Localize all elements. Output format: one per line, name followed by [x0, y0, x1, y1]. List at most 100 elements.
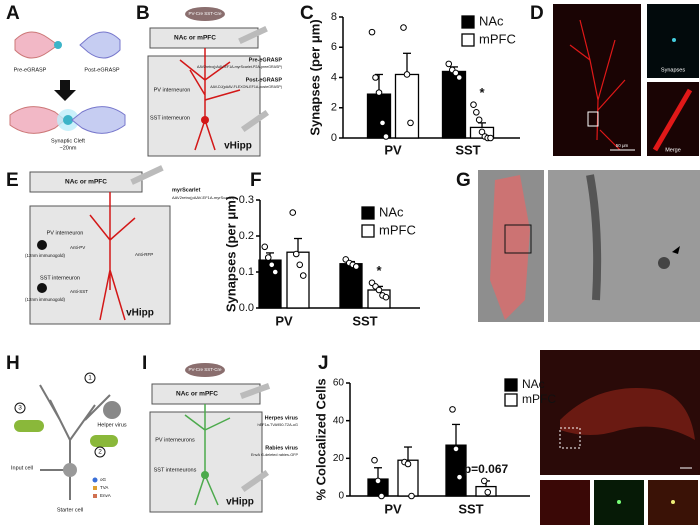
x-tick-label: SST [352, 313, 377, 328]
inset-box [504, 224, 532, 254]
label: PV interneurons [155, 437, 195, 443]
micrograph [548, 170, 700, 322]
label: Post-eGRASP [84, 67, 119, 73]
data-point [455, 74, 463, 81]
label: NAc or mPFC [174, 35, 216, 42]
y-tick-label: 0.3 [239, 194, 254, 206]
post-neuron [71, 106, 126, 134]
data-point [404, 460, 412, 468]
panel-label: H [6, 353, 20, 374]
data-point [292, 250, 300, 258]
y-tick-label: 0.0 [239, 302, 254, 314]
data-point [400, 24, 407, 31]
y-axis-label: Synapses (per μm) [307, 19, 322, 135]
label: Herpes virus [265, 415, 298, 421]
neuron [569, 19, 626, 151]
dendrite [652, 88, 693, 152]
label: Input cell [11, 465, 33, 471]
label: SST interneuron [150, 115, 190, 121]
inset-box [587, 111, 599, 127]
legend-swatch [461, 33, 475, 47]
label: SST interneuron [40, 275, 80, 281]
neuron [179, 48, 241, 151]
syringe [240, 109, 270, 133]
bar [339, 263, 363, 309]
data-point [371, 456, 378, 464]
label: Pre-eGRASP [14, 67, 47, 73]
label: 50 μm [616, 143, 629, 148]
panel-label: F [250, 170, 262, 191]
label: Anti-SST [70, 289, 88, 294]
data-point [352, 263, 360, 270]
label: (12nm immunogold) [25, 297, 66, 302]
x-tick-label: SST [455, 142, 480, 157]
y-tick-label: 0.1 [239, 266, 254, 278]
annotation: * [376, 263, 382, 278]
data-point [378, 492, 385, 500]
label: ~20nm [60, 145, 77, 151]
legend-label: mPFC [479, 31, 516, 46]
label: SST interneurons [154, 467, 197, 473]
neuron [184, 404, 231, 506]
cell [671, 500, 675, 504]
inset-box [559, 427, 581, 449]
neuron [89, 192, 136, 321]
data-point [449, 406, 456, 413]
legend-swatch [361, 224, 375, 238]
label: PV interneuron [154, 87, 191, 93]
soma [201, 471, 209, 479]
data-point [379, 119, 386, 127]
label: Synapses [661, 67, 685, 73]
y-tick-label: 8 [331, 11, 337, 23]
label: TVA [100, 485, 108, 490]
step [84, 372, 96, 384]
data-point [403, 71, 411, 78]
data-point [475, 116, 483, 124]
y-tick-label: 60 [333, 378, 345, 389]
structure [586, 174, 602, 301]
y-tick-label: 6 [331, 41, 337, 53]
mouse [185, 7, 225, 21]
data-point [264, 254, 272, 261]
legend-swatch [504, 393, 518, 407]
data-point [368, 28, 376, 36]
label: NAc or mPFC [65, 179, 107, 186]
y-tick-label: 4 [331, 71, 337, 83]
annotation: * [479, 85, 485, 100]
og-icon [92, 477, 98, 483]
x-tick-label: PV [275, 313, 293, 328]
label: Pre-eGRASP [249, 57, 283, 63]
box [29, 205, 171, 325]
label: PV interneuron [47, 230, 84, 236]
soma [201, 116, 209, 124]
y-tick-label: 40 [333, 415, 345, 426]
y-axis-label: Synapses (per μm) [223, 196, 238, 312]
panel-label: A [6, 3, 20, 24]
data-point [374, 477, 382, 485]
syringe [240, 469, 270, 493]
data-point [375, 89, 383, 96]
label: AAV2retro(pAAV-EF1A-myrScarlet) [172, 195, 235, 200]
data-point [478, 128, 486, 136]
rabies-virus [90, 435, 118, 447]
data-point [480, 477, 488, 485]
label: hEF1a-TVA950-T2A-oG [258, 423, 298, 427]
label: 3 [18, 405, 22, 412]
label: Rabies virus [265, 445, 298, 451]
rabies-virus [14, 420, 44, 432]
label: EnvA [100, 493, 111, 498]
data-point [456, 473, 463, 481]
legend-label: NAc [379, 204, 404, 219]
pre-egrasp-dot [54, 41, 62, 49]
label: 2 [98, 449, 102, 456]
panel-label: G [456, 170, 471, 191]
panel-h: 1 2 3 Helper virus Input cell Starter ce… [11, 372, 127, 513]
data-point [268, 261, 276, 269]
bar [394, 73, 420, 139]
box [151, 383, 261, 405]
data-point [289, 209, 297, 216]
enva-icon [93, 494, 97, 498]
legend-swatch [504, 378, 518, 392]
data-point [271, 268, 279, 276]
